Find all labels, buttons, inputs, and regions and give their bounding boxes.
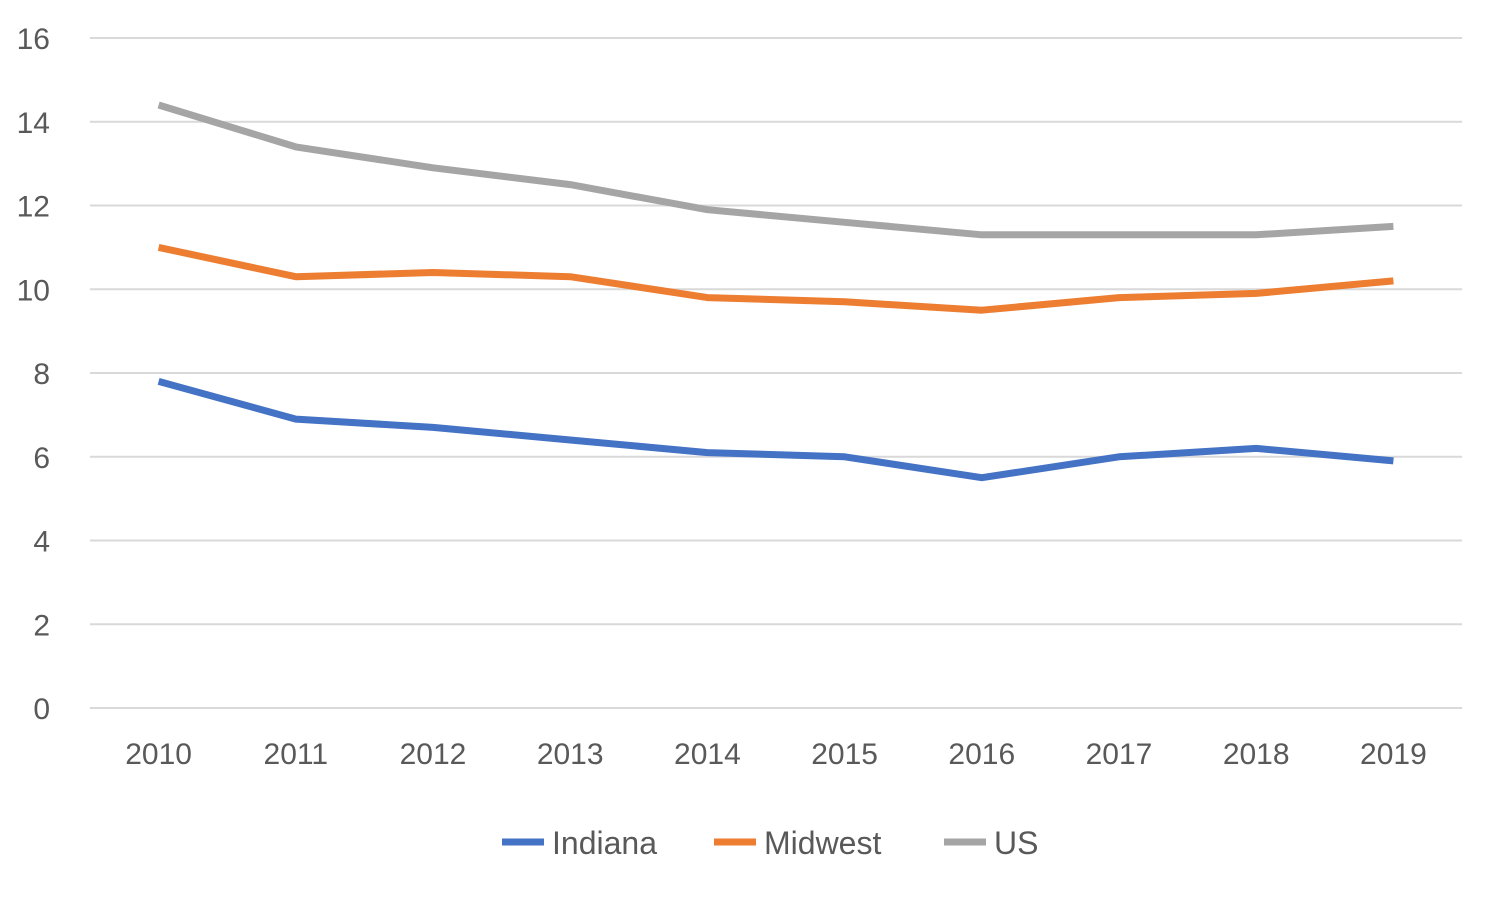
y-tick-label: 0 — [33, 693, 50, 726]
series-line-indiana — [157, 378, 1394, 482]
y-tick-label: 10 — [17, 274, 50, 307]
x-tick-label: 2014 — [674, 738, 741, 771]
x-tick-label: 2016 — [948, 738, 1015, 771]
x-tick-label: 2019 — [1360, 738, 1427, 771]
legend: Indiana Midwest US — [502, 825, 1038, 861]
y-tick-label: 4 — [33, 526, 50, 559]
series-lines — [157, 101, 1394, 482]
y-tick-label: 8 — [33, 358, 50, 391]
gridlines — [90, 37, 1462, 709]
y-tick-label: 14 — [17, 107, 50, 140]
y-tick-label: 12 — [17, 191, 50, 224]
x-tick-label: 2018 — [1223, 738, 1290, 771]
x-tick-label: 2011 — [264, 738, 329, 771]
y-tick-label: 6 — [33, 442, 50, 475]
y-tick-label: 16 — [17, 23, 50, 56]
series-line-midwest — [157, 243, 1394, 314]
legend-label-indiana: Indiana — [552, 825, 657, 861]
x-axis-ticks: 2010 2011 2012 2013 2014 2015 2016 2017 2018 2019 — [125, 738, 1427, 771]
series-line-us — [157, 101, 1394, 239]
x-tick-label: 2017 — [1086, 738, 1153, 771]
y-axis-ticks: 0 2 4 6 8 10 12 14 16 — [17, 23, 50, 726]
legend-label-us: US — [994, 825, 1038, 861]
legend-label-midwest: Midwest — [764, 825, 881, 861]
x-tick-label: 2015 — [811, 738, 878, 771]
x-tick-label: 2012 — [400, 738, 467, 771]
x-tick-label: 2013 — [537, 738, 604, 771]
y-tick-label: 2 — [33, 609, 50, 642]
x-tick-label: 2010 — [125, 738, 192, 771]
